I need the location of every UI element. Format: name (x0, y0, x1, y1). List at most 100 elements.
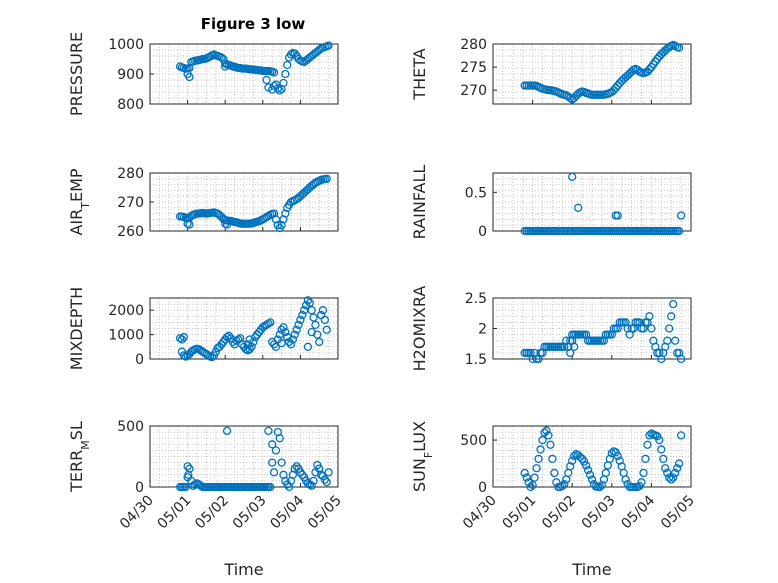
y-axis-label-air_temp: AIRTEMP (67, 168, 92, 235)
data-point (615, 456, 624, 465)
data-point (307, 481, 316, 490)
y-tick-label: 0 (478, 224, 487, 240)
data-point (637, 478, 646, 487)
data-point (224, 331, 234, 340)
data-point (298, 310, 307, 320)
y-axis-label-rainfall: RAINFALL (410, 165, 429, 240)
series-mixdepth (175, 296, 331, 362)
data-point (303, 296, 313, 305)
data-point (290, 464, 299, 473)
y-axis-label-theta: THETA (410, 48, 429, 100)
data-point (320, 475, 329, 484)
data-point (665, 324, 674, 333)
y-axis-label-h2omixra: H2OMIXRA (410, 286, 429, 372)
data-point (566, 348, 575, 358)
y-tick-label: 0 (135, 352, 144, 368)
data-point (290, 49, 299, 58)
data-point (522, 473, 531, 482)
y-tick-label: 1000 (108, 37, 144, 53)
y-tick-label: 900 (117, 67, 144, 83)
data-point (585, 470, 595, 479)
data-point (532, 464, 541, 473)
data-point (663, 468, 672, 478)
data-point (269, 68, 279, 77)
data-point (207, 352, 217, 362)
data-point (534, 454, 543, 463)
data-point (671, 41, 680, 50)
data-point (573, 203, 583, 212)
data-point (641, 454, 650, 463)
data-point (219, 214, 228, 223)
data-point (672, 464, 682, 473)
data-point (271, 342, 281, 351)
data-point (296, 315, 305, 325)
data-point (281, 209, 290, 218)
y-axis-label-sun_flux: SUNFLUX (410, 421, 435, 492)
data-point (177, 335, 187, 344)
data-point (315, 337, 324, 347)
y-tick-label: 0 (135, 480, 144, 496)
data-point (674, 226, 684, 236)
data-point (311, 320, 320, 329)
data-point (266, 482, 275, 492)
data-point (322, 174, 331, 183)
data-point (667, 312, 676, 321)
data-point (671, 336, 680, 345)
data-point (264, 426, 273, 436)
y-tick-label: 2 (478, 322, 487, 338)
y-tick-label: 0 (478, 480, 487, 496)
y-axis-label-terr_msl: TERRMSL (67, 421, 92, 493)
data-point (279, 323, 288, 332)
data-point (222, 220, 232, 229)
y-tick-label: 1.5 (465, 352, 487, 368)
data-point (538, 435, 547, 445)
subplot-air_temp: 260 270 280 AIRTEMP (67, 166, 339, 240)
data-point (279, 78, 288, 88)
data-point (671, 468, 680, 478)
data-point (597, 480, 607, 490)
data-point (645, 312, 654, 321)
data-point (185, 72, 194, 82)
data-point (185, 220, 194, 229)
data-point (613, 211, 622, 220)
y-tick-label: 280 (117, 166, 144, 182)
data-point (307, 306, 316, 315)
data-point (667, 475, 676, 484)
data-point (294, 320, 303, 329)
data-point (595, 482, 605, 492)
data-point (566, 462, 575, 471)
data-point (647, 324, 656, 333)
y-tick-label: 800 (117, 97, 144, 113)
data-point (271, 446, 281, 455)
data-point (674, 459, 684, 468)
data-point (676, 431, 686, 440)
data-point (546, 440, 555, 449)
data-point (520, 468, 529, 478)
y-tick-label: 500 (117, 419, 144, 435)
data-point (268, 458, 277, 467)
y-tick-label: 260 (117, 224, 144, 240)
y-axis-label-pressure: PRESSURE (67, 32, 86, 116)
data-point (303, 342, 313, 351)
data-point (277, 221, 286, 230)
data-point (183, 462, 192, 471)
subplot-mixdepth: 0 1000 2000 MIXDEPTH (67, 287, 339, 370)
data-point (179, 351, 188, 360)
data-point (657, 445, 666, 454)
data-point (558, 481, 567, 491)
data-point (184, 470, 193, 479)
axes-border-theta (492, 43, 692, 105)
subplot-rainfall: 0 0.5 RAINFALL (410, 165, 692, 240)
y-tick-label: 0.5 (465, 185, 487, 201)
data-point (663, 336, 672, 345)
data-point (190, 480, 200, 489)
data-point (221, 62, 230, 71)
data-point (290, 330, 299, 339)
data-point (526, 482, 535, 492)
y-tick-label: 2.5 (465, 291, 487, 307)
data-point (568, 172, 577, 182)
data-point (245, 345, 254, 354)
axes-border-mixdepth (149, 297, 339, 360)
data-point (570, 451, 579, 461)
